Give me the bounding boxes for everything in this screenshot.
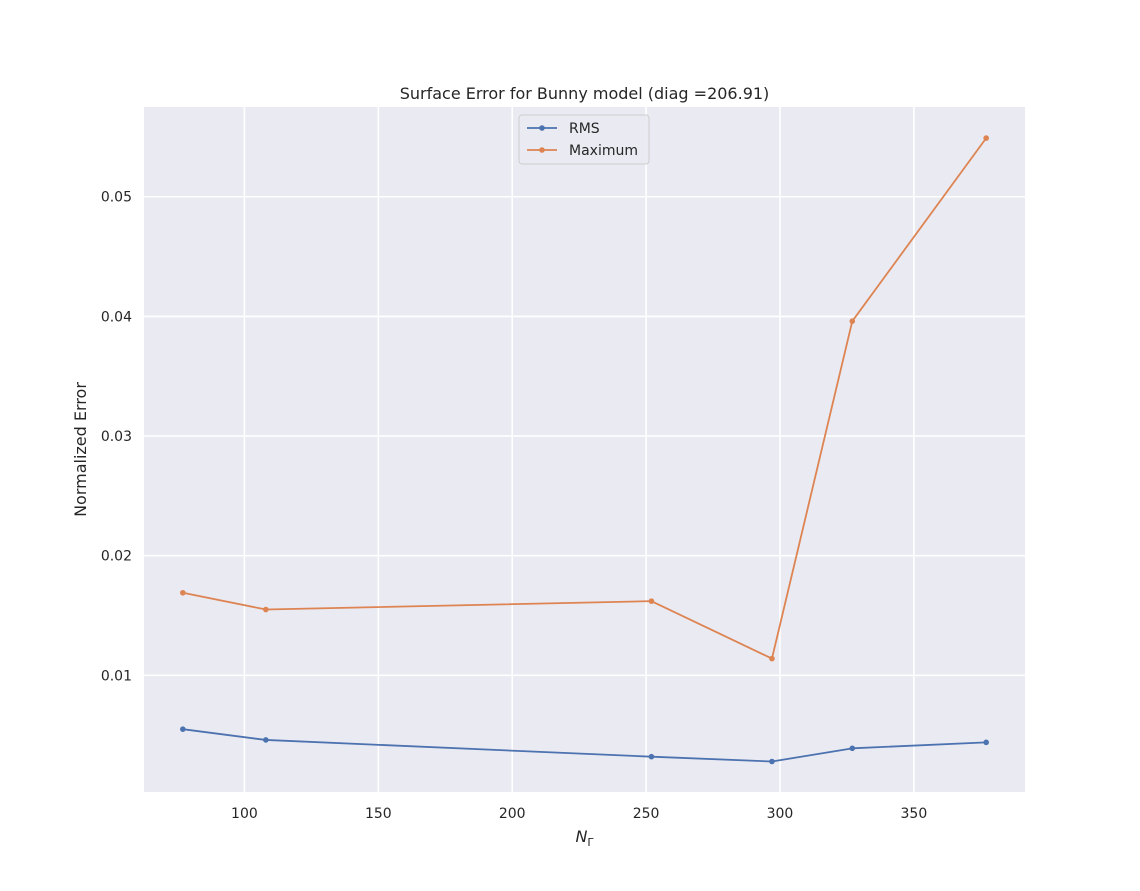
y-ticks: 0.01 0.02 0.03 0.04 0.05 bbox=[101, 190, 132, 685]
data-point bbox=[983, 739, 989, 746]
plot-area bbox=[144, 107, 1025, 792]
series-line-0 bbox=[182, 728, 987, 763]
x-tick-label: 300 bbox=[767, 806, 794, 822]
data-point bbox=[849, 318, 856, 324]
y-tick-label: 0.04 bbox=[101, 309, 132, 325]
grid-y bbox=[144, 195, 1025, 677]
y-tick-label: 0.03 bbox=[101, 429, 132, 445]
data-point bbox=[180, 726, 186, 732]
data-point bbox=[263, 606, 269, 613]
y-tick-label: 0.05 bbox=[101, 190, 132, 206]
x-axis-label-sub: Γ bbox=[587, 836, 594, 849]
series-line-1 bbox=[182, 137, 987, 660]
legend-swatch-marker bbox=[539, 147, 545, 153]
y-tick-label: 0.02 bbox=[101, 549, 132, 565]
data-point bbox=[180, 589, 186, 596]
x-axis-label-main: N bbox=[575, 827, 587, 846]
x-tick-label: 350 bbox=[901, 806, 928, 822]
x-axis-label: NΓ bbox=[575, 827, 594, 849]
grid-x bbox=[243, 107, 915, 792]
data-point bbox=[263, 737, 269, 743]
y-tick-label: 0.01 bbox=[101, 668, 132, 684]
x-tick-label: 250 bbox=[633, 806, 660, 822]
data-point bbox=[769, 655, 775, 662]
legend-label: Maximum bbox=[569, 143, 638, 159]
data-point bbox=[769, 758, 775, 765]
legend-label: RMS bbox=[569, 121, 600, 137]
legend: RMS Maximum bbox=[518, 114, 650, 165]
x-tick-label: 100 bbox=[231, 806, 258, 822]
x-ticks: 100 150 200 250 300 350 bbox=[231, 806, 927, 822]
series-layer bbox=[180, 135, 989, 765]
x-tick-label: 200 bbox=[499, 806, 526, 822]
x-tick-label: 150 bbox=[365, 806, 392, 822]
data-point bbox=[648, 598, 655, 604]
data-point bbox=[983, 135, 989, 141]
data-point bbox=[648, 753, 655, 760]
chart-title: Surface Error for Bunny model (diag =206… bbox=[400, 84, 770, 103]
y-axis-label: Normalized Error bbox=[71, 382, 90, 517]
data-point bbox=[849, 745, 856, 752]
legend-swatch-marker bbox=[539, 125, 545, 131]
